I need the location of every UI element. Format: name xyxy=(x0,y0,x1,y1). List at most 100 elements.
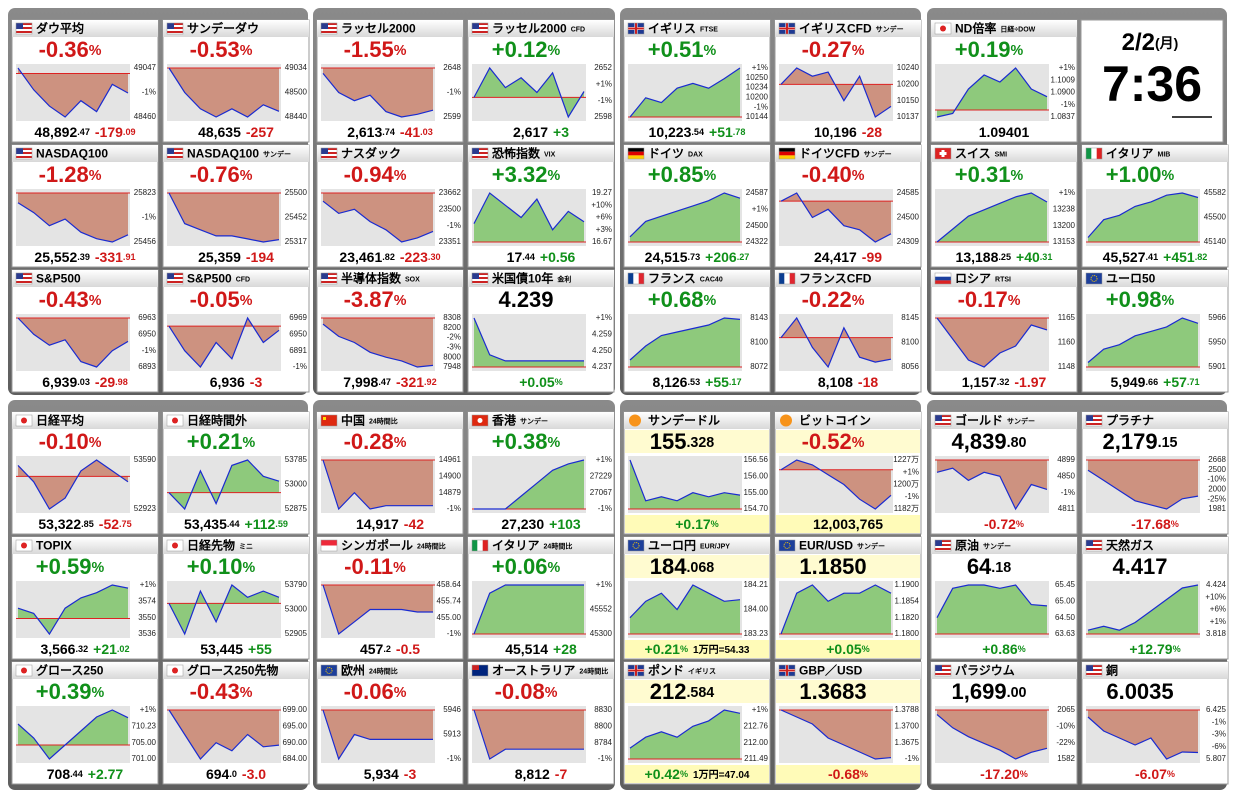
axis-label: 65.00 xyxy=(1055,596,1076,605)
tile-name: NASDAQ100 サンデー xyxy=(187,147,291,161)
foot-bg xyxy=(318,123,462,141)
flag-part xyxy=(935,419,951,421)
foot-change: +55.17 xyxy=(705,374,741,390)
axis-label: 49034 xyxy=(285,63,308,72)
line-fill xyxy=(630,193,740,242)
flag-part xyxy=(21,667,27,674)
main-value: -0.17% xyxy=(958,287,1021,312)
line-fill xyxy=(937,460,1047,509)
tile-header xyxy=(468,412,614,429)
flag-part xyxy=(629,414,641,427)
flag-part xyxy=(482,540,488,551)
flag-border xyxy=(471,414,489,427)
axis-label: 14879 xyxy=(439,488,462,497)
foot-bg xyxy=(776,373,920,391)
tile: S&P500-0.43% 6963 6950 -1% 6893 6,939.03 -29.9… xyxy=(11,269,159,393)
flag-part xyxy=(628,148,644,152)
foot-value: 48,635 xyxy=(198,124,241,140)
axis-label: 2065 xyxy=(1057,705,1075,714)
foot-value: 23,461.82 xyxy=(339,249,394,265)
foot-change: +57.71 xyxy=(1163,374,1199,390)
price-line xyxy=(780,459,892,510)
tile: フランス CAC40 +0.68% 8143 8100 8072 8,126.53 +55.1… xyxy=(623,269,771,393)
name: ラッセル2000 xyxy=(492,22,567,36)
name: S&P500 xyxy=(36,272,81,286)
tag: 24時間比 xyxy=(544,541,573,550)
foot-bg xyxy=(932,248,1076,266)
name: パラジウム xyxy=(955,664,1015,678)
tile-header xyxy=(317,145,463,162)
foot: +12.79% xyxy=(1129,641,1180,657)
main-value: +0.85% xyxy=(648,162,717,187)
axis-label: 45582 xyxy=(1204,188,1227,197)
tile-header xyxy=(12,662,158,679)
foot-bg xyxy=(13,248,157,266)
foot: 48,635 -257 xyxy=(198,124,274,140)
axis-label: -1% xyxy=(598,754,612,763)
flag-border xyxy=(778,664,796,677)
flag-part xyxy=(472,665,488,676)
tile-header xyxy=(775,270,921,287)
tile-header xyxy=(775,537,921,554)
foot-value: 6,936 xyxy=(210,374,245,390)
line-fill xyxy=(323,710,433,759)
line-fill xyxy=(323,460,433,509)
main-highlight xyxy=(625,555,769,578)
flag-part xyxy=(167,277,183,279)
name: グロース250 xyxy=(36,663,104,678)
tile-header xyxy=(775,412,921,429)
foot: 17.44 +0.56 xyxy=(507,249,576,265)
axis-label: +1% xyxy=(140,705,156,714)
axis-label: 1200万 xyxy=(893,480,919,489)
flag-part xyxy=(321,273,337,275)
line-fill xyxy=(781,460,891,509)
flag-part xyxy=(1086,544,1102,546)
axis-label: 1160 xyxy=(1058,338,1076,347)
axis-label: -1% xyxy=(905,754,919,763)
foot-bg xyxy=(1083,515,1227,533)
axis-label: -1% xyxy=(598,504,612,513)
axis-label: 25500 xyxy=(285,188,308,197)
flag-border xyxy=(471,664,489,677)
foot-bg xyxy=(932,515,1076,533)
foot-bg xyxy=(625,765,769,783)
main-value: -0.27% xyxy=(802,37,865,62)
main-value: 6.0035 xyxy=(1106,679,1173,704)
axis-label: 8308 xyxy=(443,313,461,322)
line-fill xyxy=(630,710,740,759)
price-line xyxy=(322,73,434,118)
tile: ポンド イギリス212.584+1%212.76212.00211.49+0.42… xyxy=(623,661,771,785)
main-value: 4.417 xyxy=(1112,554,1167,579)
main-value: -0.36% xyxy=(39,37,102,62)
foot-value: -17.20% xyxy=(980,766,1028,782)
price-line xyxy=(17,709,129,760)
tile-header xyxy=(468,662,614,679)
tag: イギリス xyxy=(688,666,716,675)
axis-label: 2000 xyxy=(1208,485,1226,494)
axis-label: 25452 xyxy=(285,213,308,222)
axis-label: 53785 xyxy=(285,455,308,464)
axis-label: 14961 xyxy=(439,455,462,464)
axis-label: 14900 xyxy=(439,471,462,480)
axis-label: 48440 xyxy=(285,112,308,121)
line-fill xyxy=(630,585,740,634)
axis-label: 705.00 xyxy=(132,738,157,747)
tag: CFD xyxy=(571,26,585,33)
tile-name: ラッセル2000 CFD xyxy=(492,22,585,36)
flag-part xyxy=(16,27,32,29)
tag: 24時間比 xyxy=(579,666,608,675)
foot-bg xyxy=(318,248,462,266)
foot-value: 24,417 xyxy=(814,249,857,265)
foot-value: 7,998.47 xyxy=(343,374,391,390)
axis-label: +1% xyxy=(1059,63,1075,72)
main-value: -0.05% xyxy=(190,287,253,312)
tile-name: イギリスCFD サンデー xyxy=(799,21,904,36)
foot: +0.05% xyxy=(519,374,563,390)
axis-label: 24322 xyxy=(746,237,769,246)
name: イギリス xyxy=(648,21,696,36)
flag-part xyxy=(321,148,337,150)
main-value: -0.28% xyxy=(344,429,407,454)
axis-label: 53000 xyxy=(285,480,308,489)
